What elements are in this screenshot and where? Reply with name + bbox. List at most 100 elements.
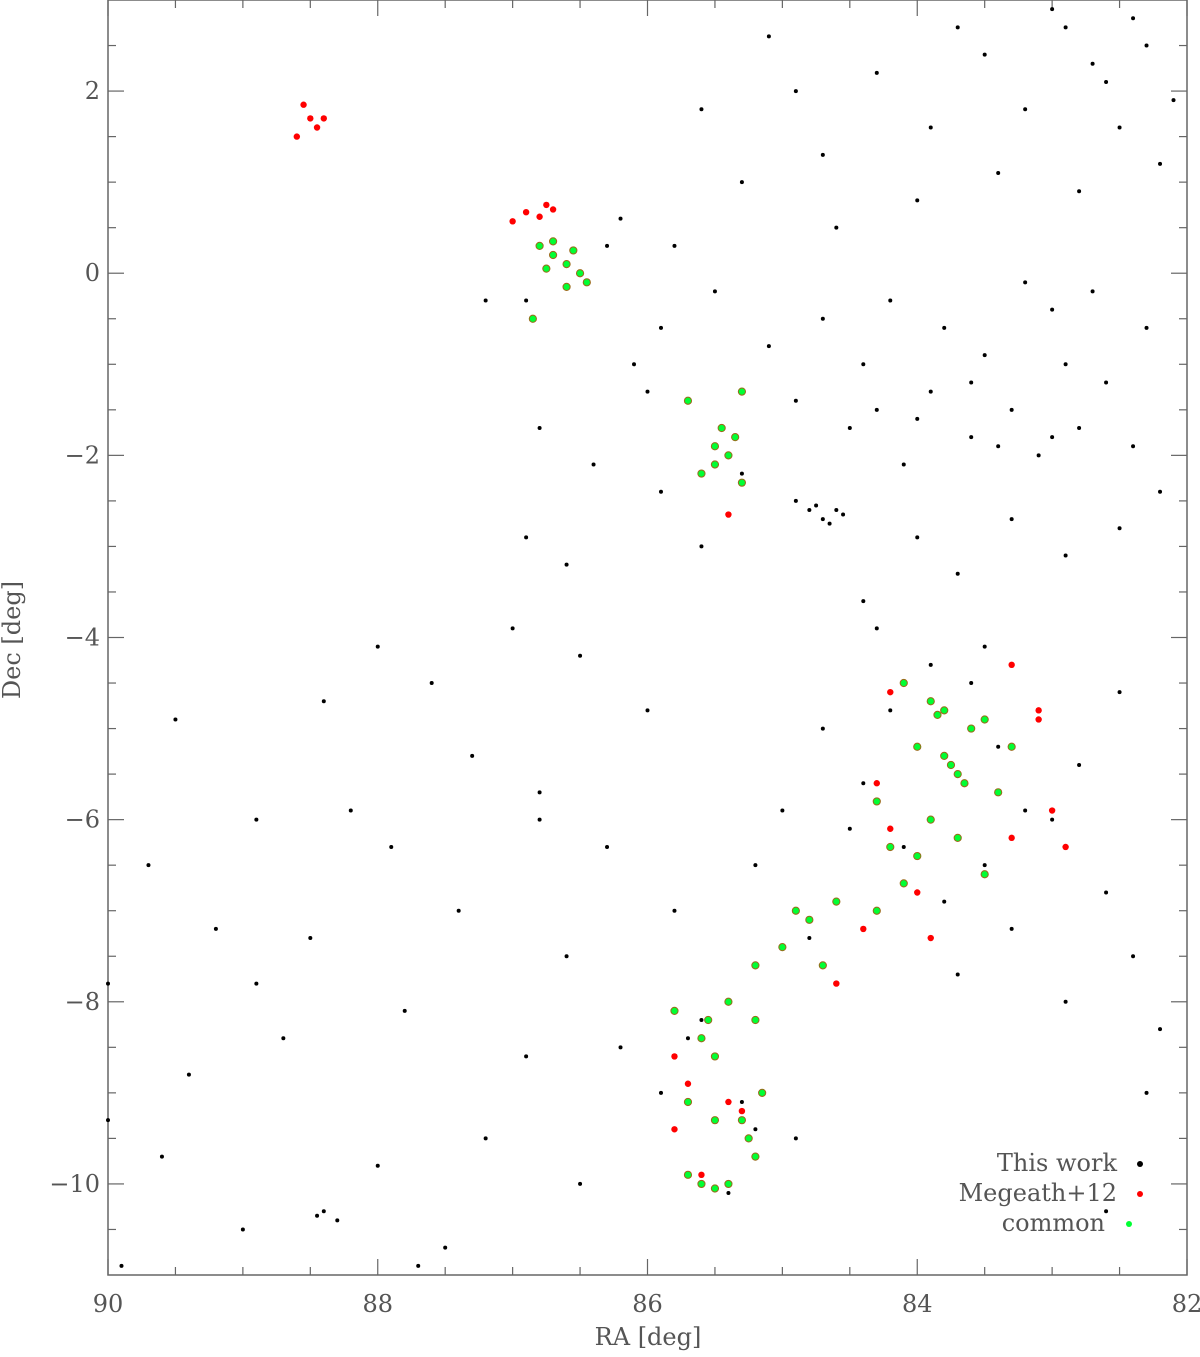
point xyxy=(969,435,974,440)
x-tick-label: 84 xyxy=(902,1290,933,1318)
point xyxy=(605,243,610,248)
point xyxy=(1104,890,1109,895)
point xyxy=(766,344,771,349)
point xyxy=(582,278,591,287)
point xyxy=(543,201,550,209)
point xyxy=(942,325,947,330)
x-tick-label: 90 xyxy=(93,1290,124,1318)
point xyxy=(1077,189,1082,194)
point xyxy=(1063,25,1068,30)
point xyxy=(240,1227,245,1232)
point xyxy=(683,1170,693,1179)
point xyxy=(807,936,812,941)
plot-frame xyxy=(107,0,1188,1276)
point xyxy=(697,469,706,478)
point xyxy=(953,770,962,779)
point xyxy=(913,742,922,751)
point xyxy=(564,562,569,567)
point xyxy=(955,571,960,576)
point xyxy=(969,380,974,385)
point xyxy=(872,906,881,915)
point xyxy=(926,697,935,706)
point xyxy=(807,508,812,512)
point xyxy=(1090,61,1095,66)
point xyxy=(542,264,551,273)
point xyxy=(913,851,922,861)
point xyxy=(1131,954,1136,959)
point xyxy=(389,844,394,849)
point xyxy=(1050,307,1055,312)
point xyxy=(106,981,110,986)
point xyxy=(724,997,733,1006)
point xyxy=(731,433,740,442)
point xyxy=(618,1045,623,1050)
point xyxy=(1131,444,1136,449)
point xyxy=(672,908,677,913)
point xyxy=(697,1034,706,1043)
y-tick-label: −2 xyxy=(65,441,100,469)
point xyxy=(645,389,650,394)
point xyxy=(946,760,956,770)
point xyxy=(834,508,839,512)
point xyxy=(967,724,976,733)
point xyxy=(874,70,879,75)
point xyxy=(753,1127,758,1132)
point xyxy=(899,678,908,688)
point xyxy=(887,825,894,832)
point xyxy=(685,1036,690,1041)
point xyxy=(818,961,827,970)
point xyxy=(712,289,717,294)
x-tick-label: 86 xyxy=(632,1290,663,1318)
point xyxy=(1104,380,1109,385)
point xyxy=(739,1099,744,1104)
point xyxy=(901,462,906,467)
point xyxy=(834,225,839,230)
point xyxy=(456,908,461,913)
point xyxy=(1050,817,1055,822)
point xyxy=(1008,834,1015,842)
y-tick-label: −4 xyxy=(65,624,100,652)
point xyxy=(348,808,353,813)
point xyxy=(847,826,852,831)
point xyxy=(969,681,974,686)
point xyxy=(1104,79,1109,84)
point xyxy=(1063,362,1068,367)
point xyxy=(1104,1209,1109,1214)
point xyxy=(281,1036,286,1041)
point xyxy=(1036,453,1041,458)
y-tick-label: 0 xyxy=(85,259,100,287)
point xyxy=(805,915,814,924)
point xyxy=(1035,716,1042,723)
point xyxy=(535,241,544,250)
point xyxy=(827,521,832,526)
x-tick-label: 88 xyxy=(362,1290,393,1318)
point xyxy=(658,325,663,330)
point xyxy=(833,980,840,987)
point xyxy=(524,535,529,540)
point xyxy=(522,208,530,216)
point xyxy=(791,906,800,915)
point xyxy=(1062,843,1069,851)
point xyxy=(814,503,819,508)
point xyxy=(996,171,1001,176)
point xyxy=(671,1053,678,1060)
point xyxy=(860,925,867,933)
point xyxy=(940,706,949,715)
point xyxy=(313,124,321,131)
point xyxy=(737,478,747,487)
point xyxy=(725,511,732,518)
point xyxy=(726,1191,731,1196)
point xyxy=(793,498,798,503)
point xyxy=(710,1116,720,1125)
point xyxy=(321,699,326,704)
point xyxy=(1144,1090,1149,1095)
point xyxy=(483,1136,488,1141)
point xyxy=(697,1179,706,1189)
point xyxy=(300,101,307,108)
point xyxy=(996,444,1001,449)
point xyxy=(699,544,704,549)
point xyxy=(1009,517,1014,522)
point xyxy=(699,1018,704,1022)
